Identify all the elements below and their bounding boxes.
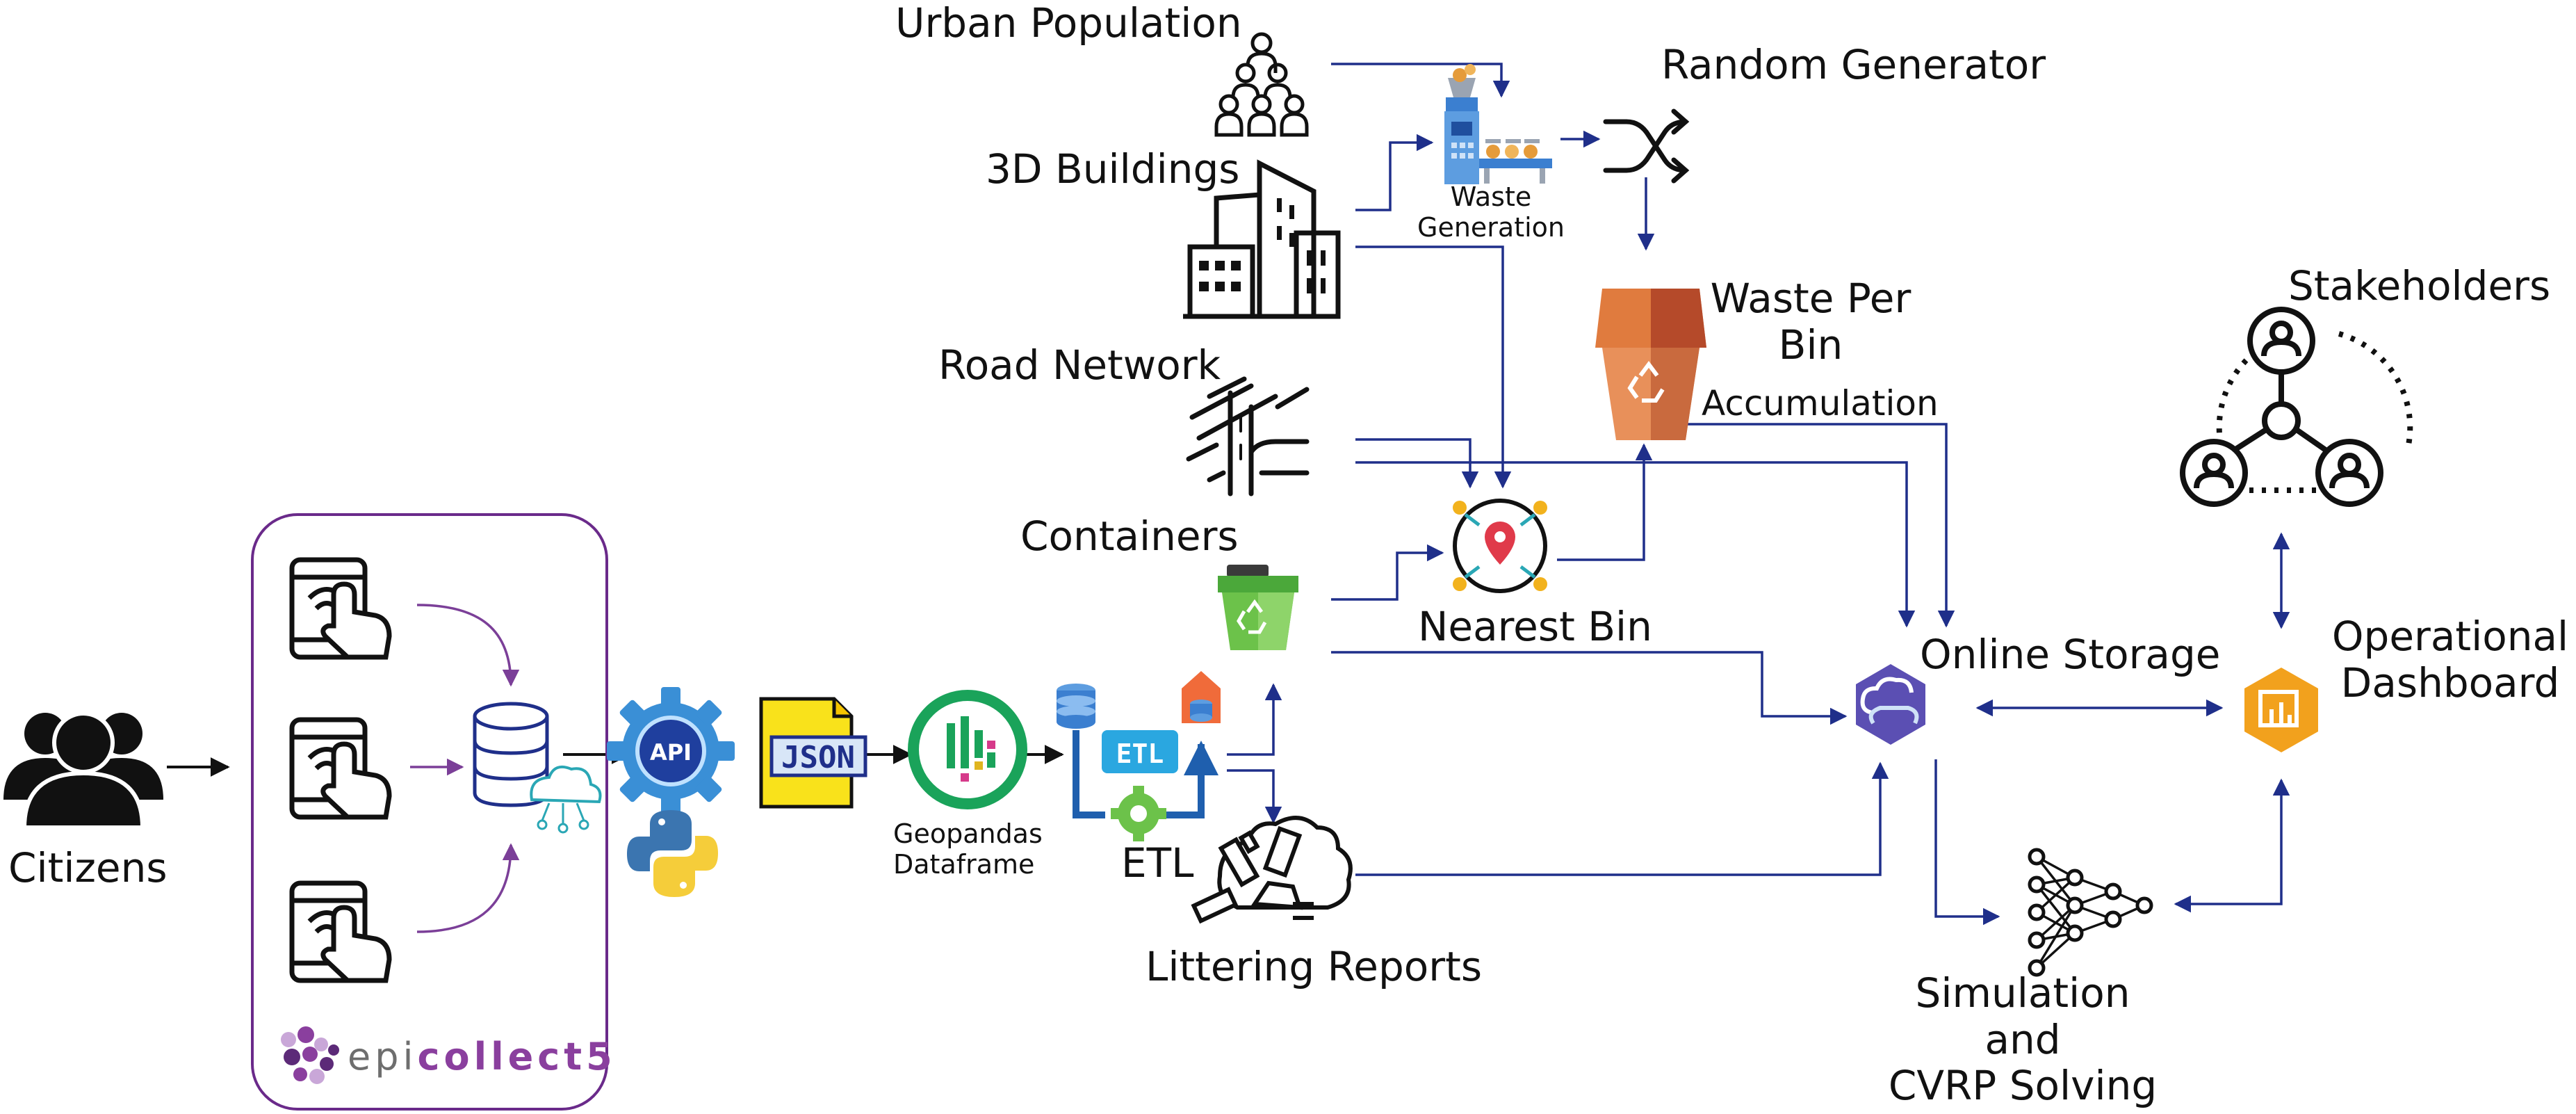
waste-generation-label: Waste Generation (1417, 181, 1565, 243)
etl-gear-icon (1111, 786, 1166, 841)
neural-network-icon (2028, 848, 2153, 977)
arrow-containers-to-storage (1331, 651, 1848, 725)
etl-source-db-icon (1057, 684, 1095, 729)
online-storage-icon (1856, 664, 1925, 745)
waste-per-bin-label: Waste Per Bin (1710, 275, 1911, 369)
epicollect-prefix: epi (348, 1035, 418, 1079)
geopandas-icon (908, 690, 1027, 809)
json-badge: JSON (781, 740, 855, 775)
python-logo-icon (627, 810, 718, 897)
random-generator-label: Random Generator (1661, 41, 2046, 88)
containers-label: Containers (1020, 512, 1239, 560)
arrow-simulation-dashboard (2174, 778, 2290, 913)
arrow-storage-to-simulation (1934, 759, 2000, 926)
etl-badge: ETL (1116, 738, 1164, 769)
epicollect-wordmark: epicollect5 (348, 1035, 617, 1079)
waste-generation-icon (1444, 64, 1552, 184)
arrow-device1-to-db (416, 604, 520, 687)
arrow-containers-to-nearest-bin (1331, 544, 1444, 601)
arrow-accumulation-to-storage (1668, 423, 1955, 628)
tablet-icon-2 (289, 717, 392, 820)
urban-population-icon (1214, 32, 1309, 137)
api-gear-icon (607, 687, 735, 815)
citizens-label: Citizens (8, 844, 168, 891)
epicollect-suffix: collect5 (417, 1035, 617, 1079)
buildings-label: 3D Buildings (986, 145, 1240, 193)
app-arrows (410, 604, 520, 933)
accumulation-label: Accumulation (1702, 383, 1939, 423)
nearest-bin-label: Nearest Bin (1418, 603, 1652, 650)
arrow-buildings-to-waste-generation (1355, 134, 1434, 211)
orange-bin-icon (1595, 289, 1706, 440)
dashboard-icon (2244, 668, 2318, 752)
urban-population-label: Urban Population (895, 0, 1242, 47)
road-network-label: Road Network (938, 341, 1221, 389)
arrow-device3-to-db (416, 843, 520, 933)
buildings-icon (1183, 159, 1341, 319)
tablet-icon-3 (289, 880, 392, 983)
connector-lines (1227, 63, 2290, 926)
arrow-littering-to-storage (1355, 761, 1889, 876)
etl-label: ETL (1121, 839, 1194, 887)
arrow-etl-to-littering (1227, 769, 1282, 824)
shuffle-icon (1603, 108, 1690, 184)
tablet-icon-1 (289, 557, 392, 660)
arrow-road-to-storage (1355, 461, 1916, 628)
green-container-icon (1218, 565, 1298, 650)
littering-icon (1191, 816, 1353, 924)
json-file-icon (759, 697, 867, 809)
geopandas-label: Geopandas Dataframe (893, 818, 1043, 880)
road-network-icon (1186, 376, 1310, 497)
nearest-bin-icon (1453, 499, 1547, 593)
api-badge: API (650, 739, 692, 766)
arrow-population-to-waste-generation (1331, 63, 1510, 98)
simulation-label: Simulation and CVRP Solving (1888, 969, 2158, 1110)
etl-pipeline-icon (1057, 671, 1221, 841)
citizens-icon (3, 711, 163, 830)
arrow-road-to-nearest-bin (1355, 438, 1479, 489)
arrow-etl-to-containers (1227, 683, 1282, 756)
operational-dashboard-label: Operational Dashboard (2331, 613, 2569, 707)
etl-warehouse-icon (1182, 671, 1221, 723)
stakeholders-label: Stakeholders (2288, 262, 2551, 309)
arrow-nearest-to-waste-bin (1557, 443, 1653, 561)
arrow-buildings-to-nearest-bin (1355, 245, 1512, 489)
online-storage-label: Online Storage (1920, 631, 2221, 678)
cloud-database-icon (473, 702, 602, 834)
stakeholders-icon (2180, 307, 2413, 507)
etl-box (1102, 730, 1178, 773)
epicollect-logo-icon (281, 1026, 339, 1084)
epicollect-app-box (251, 513, 608, 1111)
littering-reports-label: Littering Reports (1146, 943, 1483, 990)
